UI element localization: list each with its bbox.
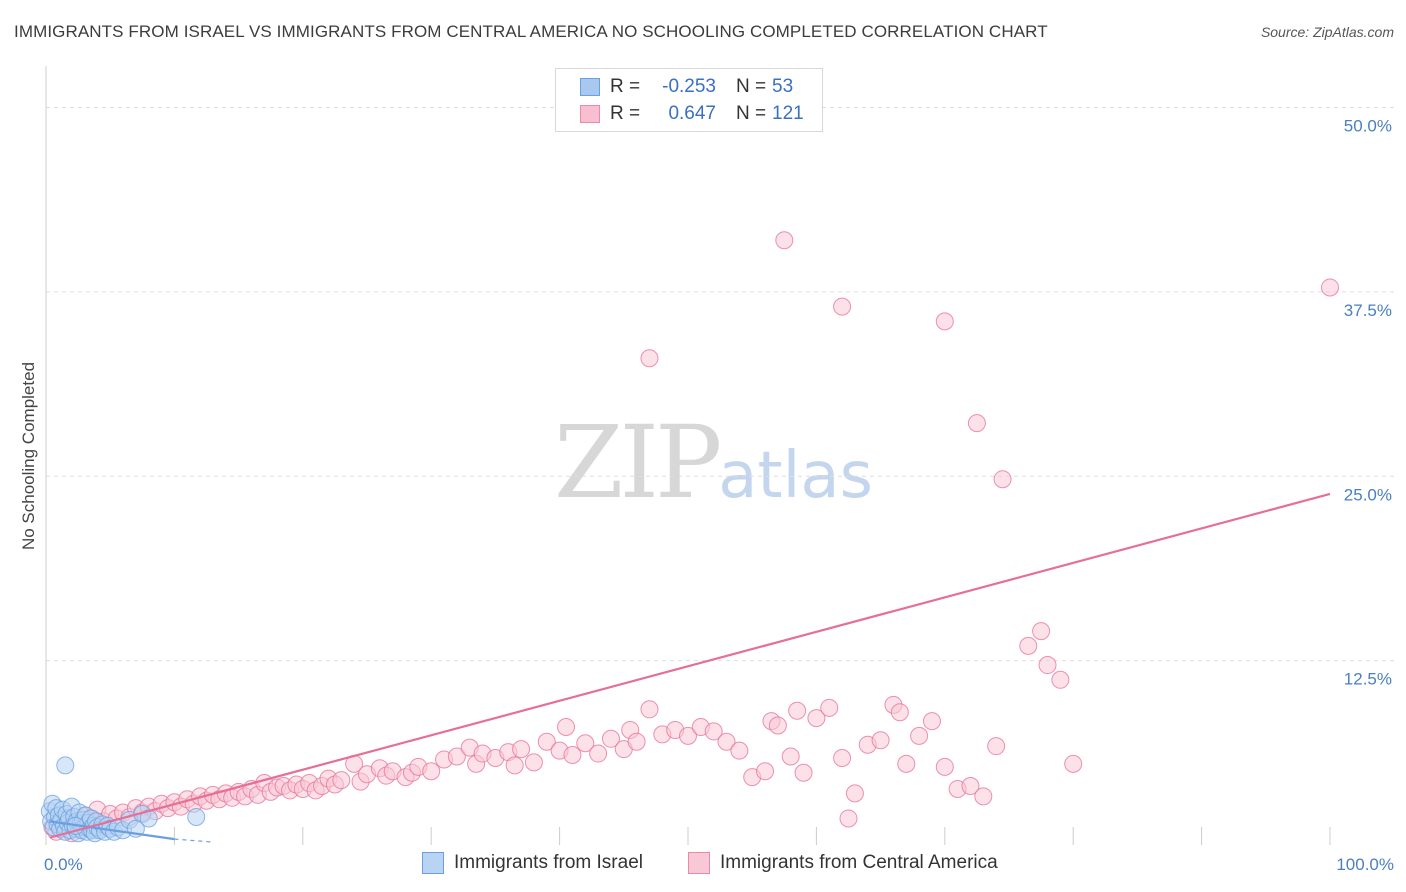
r-label: R = [610,103,641,124]
legend-label: Immigrants from Central America [720,852,998,873]
data-point [788,701,807,720]
legend-swatch-israel [422,852,444,874]
chart-title: IMMIGRANTS FROM ISRAEL VS IMMIGRANTS FRO… [14,22,1048,41]
data-point [704,722,723,741]
data-point [524,753,543,772]
data-point [730,741,749,760]
data-point [768,716,787,735]
n-value: 121 [772,103,804,124]
data-point [820,698,839,717]
n-value: 53 [772,76,794,97]
data-point [833,748,852,767]
data-point [967,414,986,433]
data-point [187,807,206,826]
data-point [447,747,466,766]
stats-legend: R = -0.253 N = 53 R = 0.647 N = 121 [555,68,823,132]
data-point [781,747,800,766]
series-legend: Immigrants from Israel Immigrants from C… [0,852,1406,878]
data-point [871,731,890,750]
data-point [1064,754,1083,773]
legend-row-central-america: R = 0.647 N = 121 [580,101,804,127]
trend-line-extension [174,838,213,843]
data-point [640,349,659,368]
legend-swatch-central-america [580,105,600,123]
data-point [627,732,646,751]
source-label: Source: ZipAtlas.com [1260,24,1394,40]
trend-line [49,820,175,841]
data-point [993,470,1012,489]
data-point [974,787,993,806]
axes [45,66,1331,845]
x-tick-label: 0.0% [44,855,83,874]
data-point [807,709,826,728]
data-point [1038,656,1057,675]
data-point [775,231,794,250]
data-point [922,712,941,731]
r-value: 0.647 [668,103,716,124]
data-point [576,734,595,753]
legend-row-israel: R = -0.253 N = 53 [580,74,793,100]
data-points [40,231,1339,843]
data-point [897,754,916,773]
data-point [422,762,441,781]
y-tick-label: 12.5% [1344,670,1392,689]
trend-lines [49,492,1331,843]
data-point [935,312,954,331]
data-point [640,700,659,719]
legend-label: Immigrants from Israel [454,852,643,873]
y-tick-label: 37.5% [1344,301,1392,320]
y-tick-label: 50.0% [1344,117,1392,136]
y-tick-label: 25.0% [1344,485,1392,504]
data-point [679,726,697,745]
data-point [717,732,736,751]
data-point [794,763,813,782]
data-point [557,718,576,736]
data-point [56,756,75,775]
r-value: -0.253 [662,76,716,97]
data-point [845,784,864,803]
data-point [589,744,608,763]
data-point [756,762,775,781]
trend-line [49,492,1331,839]
n-label: N = [736,76,767,97]
n-label: N = [736,103,767,124]
r-label: R = [610,76,641,97]
data-point [332,771,351,790]
data-point [833,297,852,316]
data-point [537,732,556,751]
legend-item-israel[interactable]: Immigrants from Israel [422,852,643,874]
data-point [1051,670,1070,689]
legend-swatch-israel [580,78,600,96]
data-point [910,726,929,745]
data-point [563,746,582,765]
data-point [1321,278,1339,297]
y-axis-title: No Schooling Completed [19,362,38,550]
legend-swatch-central-america [688,852,710,874]
data-point [1032,622,1051,641]
legend-item-central-america[interactable]: Immigrants from Central America [688,852,998,874]
watermark-zip: ZIP [554,404,722,521]
data-point [601,729,620,748]
data-point [1019,636,1038,655]
data-point [505,756,524,775]
axis-labels: 12.5% 25.0% 37.5% 50.0% 0.0% 100.0% No Schooli… [19,117,1394,875]
data-point [935,757,954,776]
data-point [890,703,909,722]
data-point [961,777,980,795]
data-point [839,809,858,828]
x-tick-label: 100.0% [1336,855,1394,874]
data-point [512,740,531,759]
grid-lines [46,107,1394,662]
data-point [987,737,1006,756]
